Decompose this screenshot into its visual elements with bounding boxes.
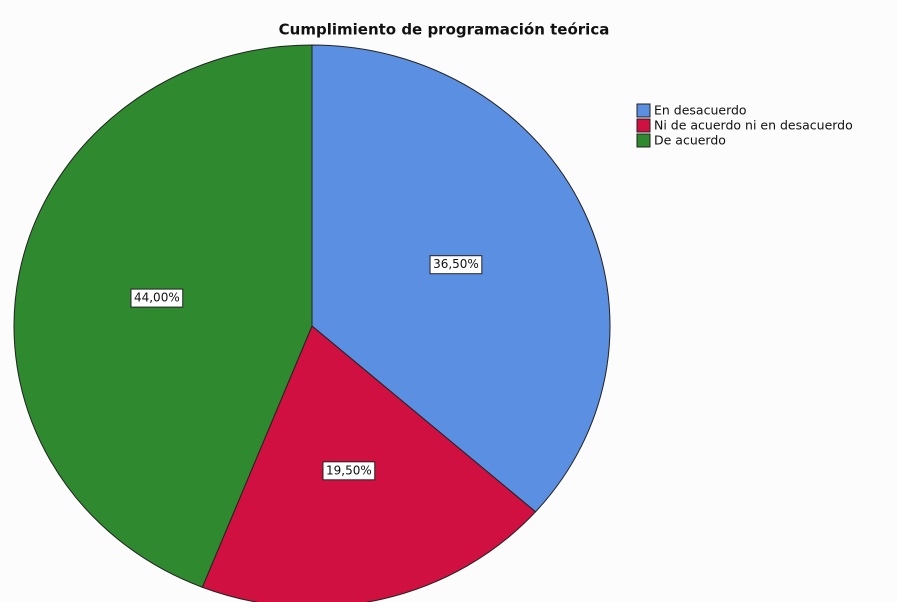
value-label: 36,50%: [433, 257, 479, 271]
legend-swatch: [636, 133, 651, 148]
legend-text: Ni de acuerdo ni en desacuerdo: [654, 118, 853, 133]
chart-title: Cumplimiento de programación teórica: [279, 21, 610, 39]
value-label-box: [429, 255, 483, 275]
pie-slice: [311, 44, 611, 513]
value-label-box: [322, 461, 376, 481]
pie-slice: [13, 44, 313, 588]
legend-swatch: [636, 103, 651, 118]
legend-text: De acuerdo: [654, 133, 726, 148]
value-label-box: [130, 288, 184, 308]
legend-text: En desacuerdo: [654, 103, 747, 118]
legend-swatch: [636, 118, 651, 133]
value-label: 19,50%: [326, 463, 372, 477]
value-label: 44,00%: [134, 291, 180, 305]
